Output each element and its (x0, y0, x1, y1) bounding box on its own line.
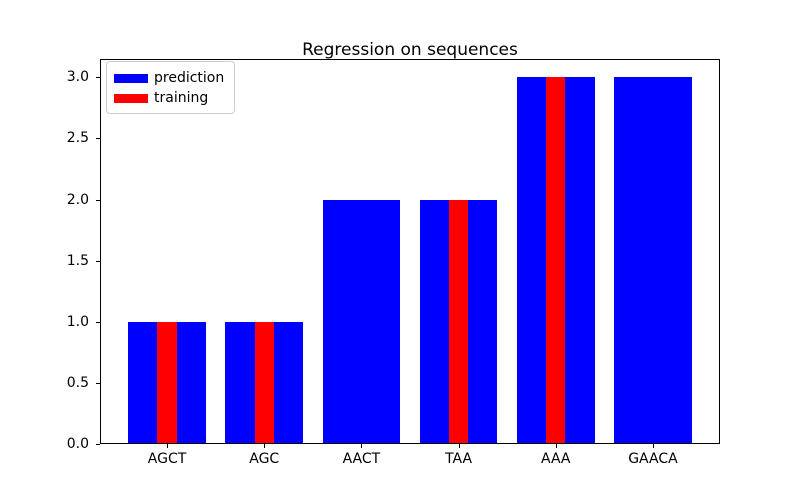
y-tick-label-3.0: 3.0 (66, 69, 89, 86)
y-tick (96, 138, 100, 140)
legend-item-training: training (114, 88, 224, 108)
bar-prediction-aact (322, 199, 401, 444)
legend-swatch-training-icon (114, 93, 148, 103)
y-tick (96, 77, 100, 79)
legend-item-prediction: prediction (114, 68, 224, 88)
x-tick (264, 444, 266, 448)
y-tick (96, 382, 100, 384)
x-tick (652, 444, 654, 448)
y-tick (96, 321, 100, 323)
x-tick-label-aact: AACT (342, 451, 381, 467)
x-tick (361, 444, 363, 448)
bar-prediction-gaaca (614, 77, 692, 444)
y-tick-label-0.5: 0.5 (66, 374, 89, 391)
y-tick-label-1.0: 1.0 (66, 313, 89, 330)
bar-training-aaa (546, 77, 566, 444)
bar-training-taa (448, 199, 469, 444)
bar-training-agct (157, 321, 177, 444)
y-tick-label-2.5: 2.5 (66, 130, 89, 147)
x-tick-label-agc: AGC (249, 451, 280, 467)
x-tick (458, 444, 460, 448)
bar-training-agc (254, 321, 274, 444)
y-tick (96, 199, 100, 201)
y-tick-label-1.5: 1.5 (66, 252, 89, 269)
x-tick-label-taa: TAA (445, 451, 473, 467)
legend: prediction training (106, 61, 236, 114)
x-tick-label-aaa: AAA (541, 451, 571, 467)
plot-area (100, 59, 720, 444)
chart-title: Regression on sequences (302, 40, 518, 60)
x-tick (167, 444, 169, 448)
x-tick-label-gaaca: GAACA (628, 451, 678, 467)
x-tick (555, 444, 557, 448)
legend-swatch-prediction-icon (114, 73, 148, 83)
legend-label-training: training (154, 90, 209, 106)
y-tick-label-2.0: 2.0 (66, 191, 89, 208)
legend-label-prediction: prediction (154, 70, 225, 86)
y-tick-label-0.0: 0.0 (66, 436, 89, 452)
y-tick (96, 444, 100, 445)
x-tick-label-agct: AGCT (147, 451, 187, 467)
y-tick (96, 260, 100, 262)
